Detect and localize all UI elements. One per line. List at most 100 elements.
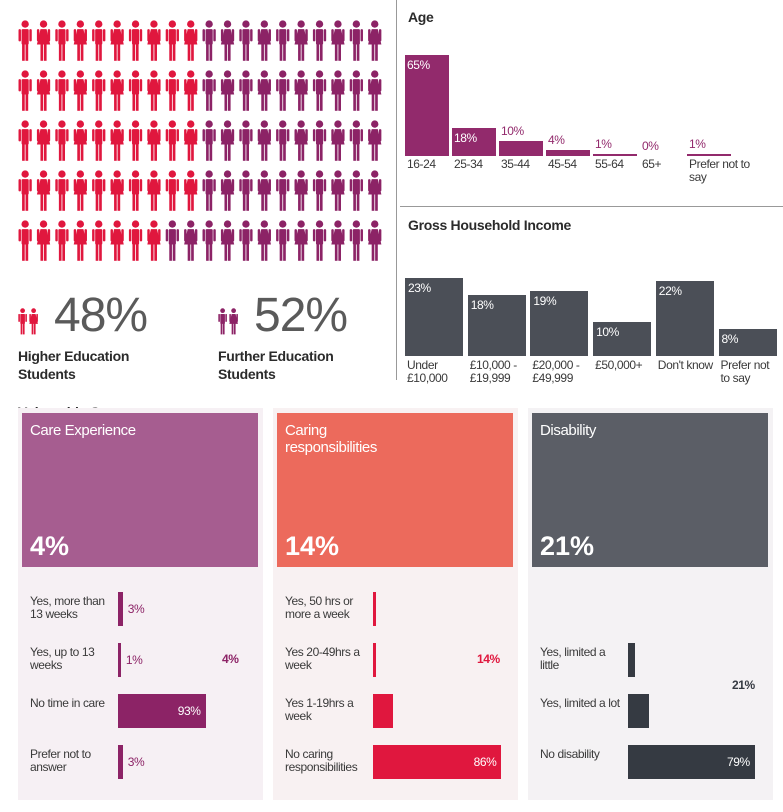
icon-leg [224, 243, 228, 261]
person-icon [165, 220, 179, 261]
icon-leg [77, 243, 80, 261]
icon-arm [276, 79, 279, 92]
icon-head [352, 170, 361, 178]
icon-arm [147, 129, 150, 142]
bar [530, 291, 589, 356]
icon-arm [342, 179, 345, 192]
icon-body [257, 79, 271, 95]
person-icon [349, 20, 363, 61]
person-icon [331, 120, 345, 161]
icon-arm [128, 129, 132, 142]
icon-arm [55, 229, 58, 242]
icon-arm [257, 129, 261, 142]
icon-leg [242, 193, 246, 211]
icon-leg [242, 93, 246, 111]
icon-arm [360, 179, 363, 192]
icon-arm [84, 79, 87, 92]
icon-leg [353, 243, 356, 261]
value-label: 18% [470, 297, 494, 312]
icon-body [131, 129, 140, 145]
icon-arm [128, 29, 132, 42]
person-icon [312, 120, 327, 161]
icon-arm [368, 29, 371, 42]
icon-arm [360, 129, 363, 142]
icon-body [257, 179, 271, 195]
icon-arm [110, 229, 113, 242]
icon-leg [25, 193, 29, 211]
icon-arm [36, 313, 38, 322]
icon-arm [18, 313, 20, 322]
person-icon [331, 170, 345, 211]
icon-leg [233, 323, 236, 335]
icon-leg [22, 43, 25, 61]
icon-body [294, 79, 308, 95]
icon-arm [184, 179, 187, 192]
person-icon [294, 220, 308, 261]
person-icon [368, 170, 382, 211]
icon-leg [246, 243, 249, 261]
icon-arm [213, 229, 216, 242]
icon-arm [220, 179, 224, 192]
icon-leg [283, 143, 286, 161]
value-label: 3% [127, 755, 145, 769]
icon-head [187, 170, 195, 178]
icon-body [168, 179, 176, 195]
icon-leg [25, 143, 29, 161]
icon-head [352, 20, 361, 28]
icon-arm [268, 229, 271, 242]
icon-leg [224, 193, 228, 211]
icon-leg [117, 243, 121, 261]
person-icon [18, 70, 32, 111]
icon-leg [172, 93, 176, 111]
icon-head [260, 70, 269, 78]
icon-arm [239, 79, 242, 92]
icon-leg [279, 143, 283, 161]
icon-body [315, 79, 324, 95]
icon-leg [22, 323, 25, 335]
icon-body [36, 129, 51, 145]
icon-body [184, 79, 198, 95]
person-icon [220, 170, 235, 211]
category-label: 25-34 [454, 157, 483, 171]
person-icon [349, 220, 363, 261]
icon-body [220, 229, 235, 245]
icon-leg [220, 323, 223, 335]
icon-arm [110, 29, 113, 42]
icon-arm [360, 229, 363, 242]
stat-value: 48% [54, 289, 148, 342]
icon-head [205, 120, 213, 128]
icon-leg [356, 193, 360, 211]
icon-leg [319, 93, 323, 111]
person-icon [220, 220, 235, 261]
icon-leg [246, 93, 249, 111]
icon-leg [375, 43, 378, 61]
person-icon [239, 70, 253, 111]
icon-arm [194, 229, 198, 242]
icon-leg [338, 243, 341, 261]
icon-body [110, 229, 124, 245]
person-icon [276, 120, 290, 161]
icon-leg [206, 43, 209, 61]
icon-head [168, 220, 177, 228]
icon-arm [250, 29, 253, 42]
icon-head [297, 20, 305, 28]
person-icon [331, 20, 345, 61]
icon-leg [58, 193, 62, 211]
icon-head [21, 170, 29, 178]
icon-leg [77, 93, 80, 111]
icon-arm [36, 29, 40, 42]
icon-head [371, 70, 379, 78]
age-title: Age [408, 9, 434, 25]
icon-arm [239, 229, 242, 242]
icon-arm [92, 129, 95, 142]
icon-head [371, 20, 379, 28]
icon-leg [209, 193, 213, 211]
icon-leg [206, 243, 209, 261]
person-icon [110, 170, 124, 211]
icon-leg [298, 43, 301, 61]
card-title: Disability [540, 422, 597, 439]
icon-body [36, 179, 51, 195]
icon-body [58, 79, 66, 95]
icon-leg [301, 193, 305, 211]
icon-leg [334, 143, 338, 161]
